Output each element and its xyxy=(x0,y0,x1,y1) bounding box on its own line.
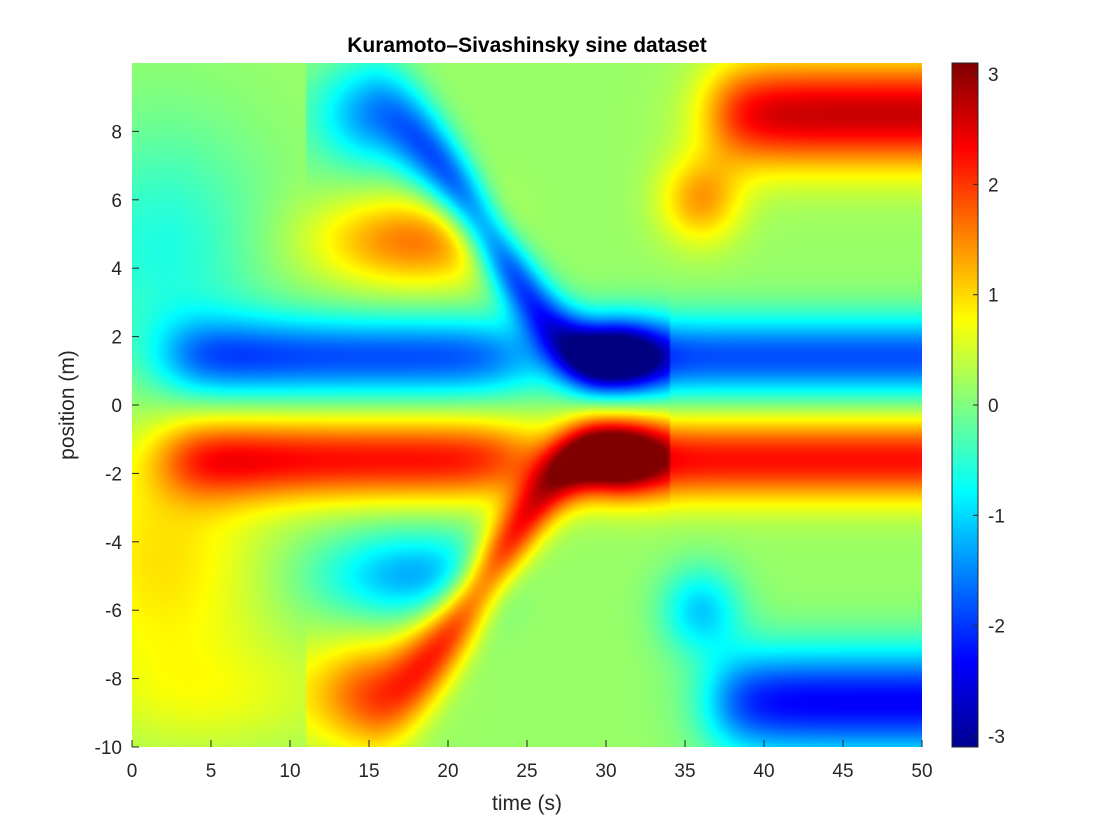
x-axis-label: time (s) xyxy=(492,792,562,815)
plot-area xyxy=(132,63,922,747)
colorbar-tick-label: -2 xyxy=(988,617,1005,638)
colorbar-tick-label: 1 xyxy=(988,286,999,307)
x-tick-label: 0 xyxy=(127,761,138,782)
x-tick-label: 30 xyxy=(595,761,616,782)
y-tick-label: -4 xyxy=(105,533,122,554)
colorbar-tick-label: 3 xyxy=(988,65,999,86)
y-tick-label: -2 xyxy=(105,464,122,485)
y-tick-label: -8 xyxy=(105,670,122,691)
x-tick-label: 15 xyxy=(358,761,379,782)
colorbar-tick-label: -1 xyxy=(988,506,1005,527)
y-tick-label: 6 xyxy=(111,191,122,212)
x-tick-label: 5 xyxy=(206,761,217,782)
y-tick-label: 0 xyxy=(111,396,122,417)
x-tick-label: 10 xyxy=(279,761,300,782)
y-tick-label: -10 xyxy=(95,738,122,759)
y-tick-label: 8 xyxy=(111,122,122,143)
heatmap-canvas xyxy=(132,63,922,747)
x-tick-label: 20 xyxy=(437,761,458,782)
x-tick-label: 40 xyxy=(753,761,774,782)
x-tick-label: 35 xyxy=(674,761,695,782)
colorbar-tick-label: -3 xyxy=(988,727,1005,748)
x-tick-label: 25 xyxy=(516,761,537,782)
y-tick-label: 4 xyxy=(111,259,122,280)
colorbar-ticks: -3 -2 -1 0 1 2 3 xyxy=(973,65,1005,748)
chart-title: Kuramoto–Sivashinsky sine dataset xyxy=(347,34,706,57)
axis-ticks: 0 5 10 15 20 25 30 35 40 45 50 -10 -8 -6 -4 -2 0 2 4 6 8 xyxy=(95,122,933,782)
y-axis-label: position (m) xyxy=(56,350,79,460)
colorbar-tick-label: 0 xyxy=(988,396,999,417)
y-tick-label: -6 xyxy=(105,601,122,622)
x-tick-label: 50 xyxy=(911,761,932,782)
y-tick-label: 2 xyxy=(111,328,122,349)
x-tick-label: 45 xyxy=(832,761,853,782)
colorbar-tick-label: 2 xyxy=(988,175,999,196)
